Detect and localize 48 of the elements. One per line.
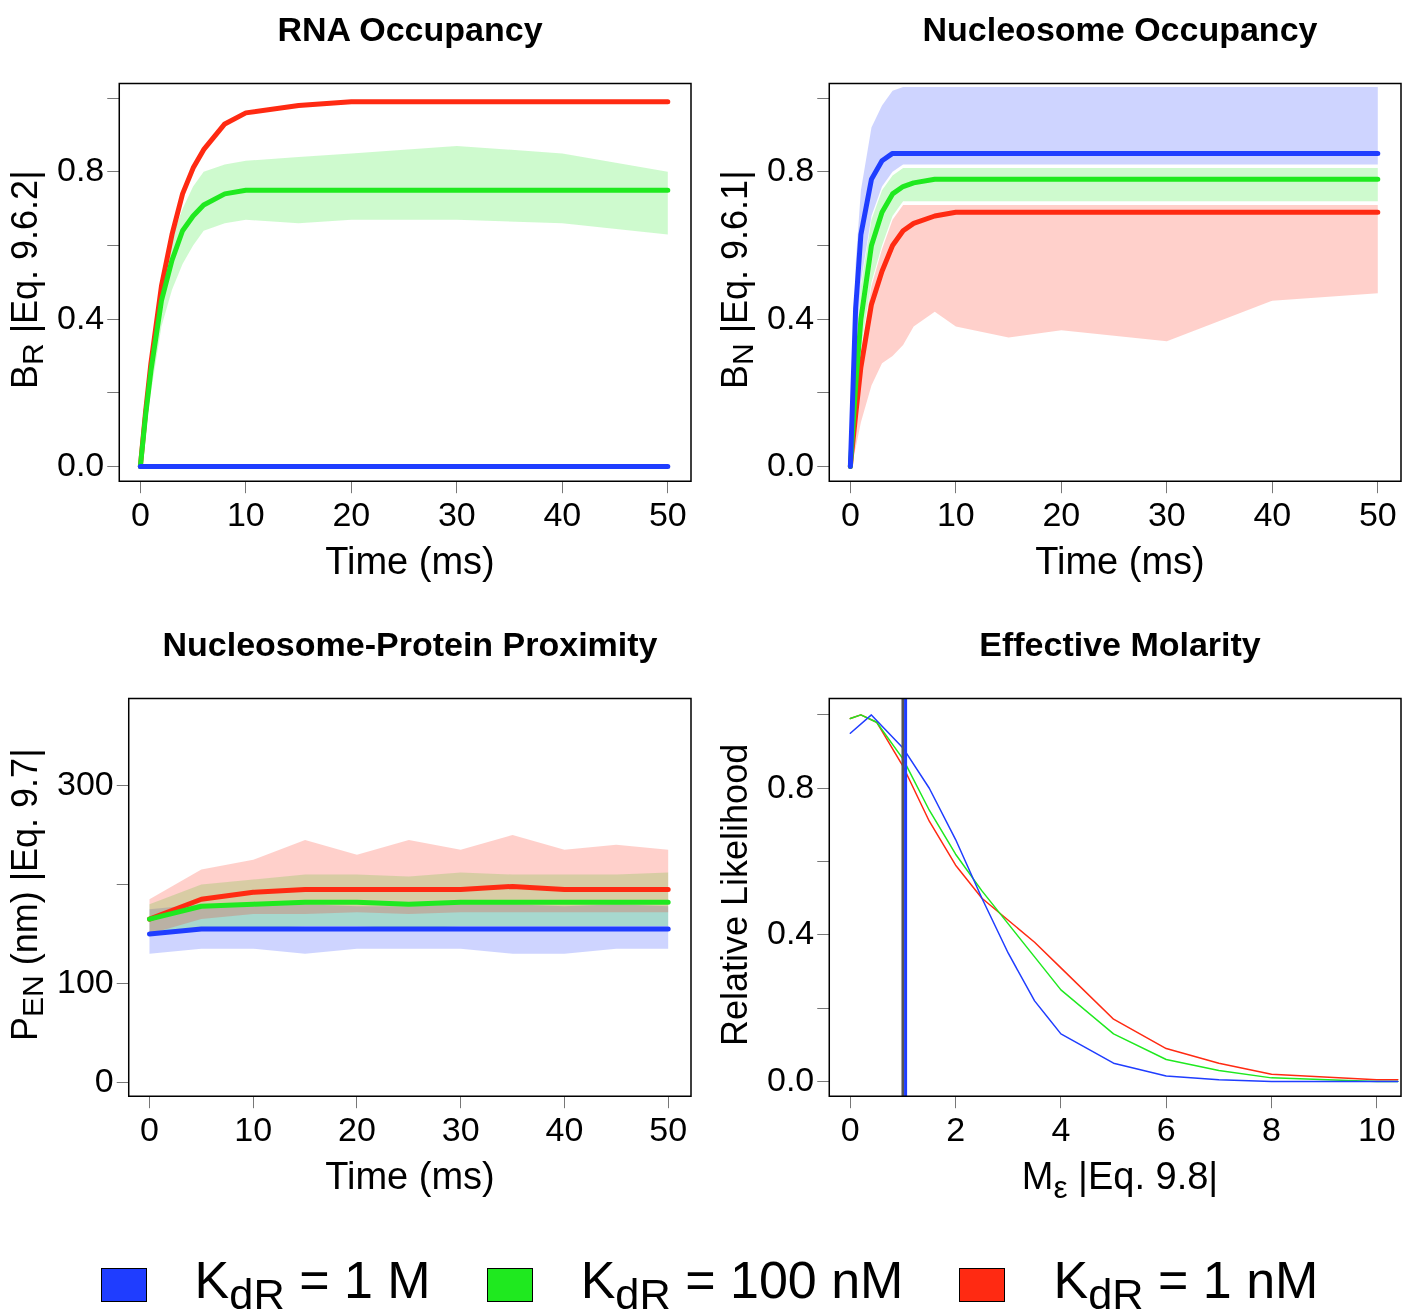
chart-title: RNA Occupancy bbox=[276, 10, 544, 49]
chart-title: Nucleosome Occupancy bbox=[921, 10, 1319, 49]
legend-label: K$_{dR}$ = 1 nM bbox=[1053, 1250, 1319, 1314]
x-tick-label: 0 bbox=[130, 494, 150, 533]
y-tick-label: 0.8 bbox=[767, 766, 815, 805]
y-tick-label: 0.8 bbox=[767, 150, 815, 189]
x-tick-label: 40 bbox=[1253, 494, 1292, 533]
y-tick-label: 0.4 bbox=[767, 297, 815, 336]
x-tick-label: 4 bbox=[1051, 1109, 1071, 1148]
legend-label: K$_{dR}$ = 100 nM bbox=[580, 1250, 904, 1314]
chart-title: Effective Molarity bbox=[978, 625, 1262, 664]
x-tick-label: 50 bbox=[648, 494, 687, 533]
x-tick-label: 0 bbox=[840, 1109, 860, 1148]
x-tick-label: 10 bbox=[226, 494, 265, 533]
x-tick-label: 30 bbox=[437, 494, 476, 533]
x-tick-label: 30 bbox=[1147, 494, 1186, 533]
y-tick-label: 0.0 bbox=[767, 444, 815, 483]
legend-label: K$_{dR}$ = 1 M bbox=[194, 1250, 431, 1314]
x-tick-label: 30 bbox=[441, 1109, 480, 1148]
x-axis-title: Time (ms) bbox=[324, 1155, 496, 1198]
x-tick-label: 6 bbox=[1156, 1109, 1176, 1148]
x-tick-label: 10 bbox=[936, 494, 975, 533]
y-tick-label: 0.0 bbox=[57, 444, 105, 483]
y-tick-label: 0.4 bbox=[57, 297, 105, 336]
x-tick-label: 40 bbox=[543, 494, 582, 533]
x-tick-label: 10 bbox=[1357, 1109, 1396, 1148]
x-tick-label: 0 bbox=[140, 1109, 159, 1148]
x-tick-label: 20 bbox=[1042, 494, 1081, 533]
x-tick-label: 40 bbox=[545, 1109, 584, 1148]
x-tick-label: 20 bbox=[332, 494, 371, 533]
y-tick-label: 0.0 bbox=[767, 1059, 815, 1098]
x-tick-label: 2 bbox=[946, 1109, 966, 1148]
x-tick-label: 0 bbox=[840, 494, 860, 533]
x-axis-title: Time (ms) bbox=[324, 540, 496, 583]
x-tick-label: 20 bbox=[338, 1109, 376, 1148]
chart-title: Nucleosome-Protein Proximity bbox=[161, 625, 659, 664]
x-axis-title: M$_{ε}$ |Eq. 9.8| bbox=[1020, 1155, 1220, 1206]
x-tick-label: 50 bbox=[1358, 494, 1397, 533]
x-tick-label: 10 bbox=[234, 1109, 273, 1148]
x-tick-label: 8 bbox=[1262, 1109, 1281, 1148]
x-axis-title: Time (ms) bbox=[1034, 540, 1206, 583]
y-axis-title: Relative Likelihood bbox=[714, 742, 756, 1049]
y-tick-label: 100 bbox=[56, 961, 114, 1000]
y-tick-label: 300 bbox=[56, 763, 114, 802]
x-tick-label: 50 bbox=[649, 1109, 688, 1148]
y-tick-label: 0.4 bbox=[767, 913, 815, 952]
y-tick-label: 0 bbox=[94, 1060, 114, 1099]
y-tick-label: 0.8 bbox=[57, 150, 105, 189]
